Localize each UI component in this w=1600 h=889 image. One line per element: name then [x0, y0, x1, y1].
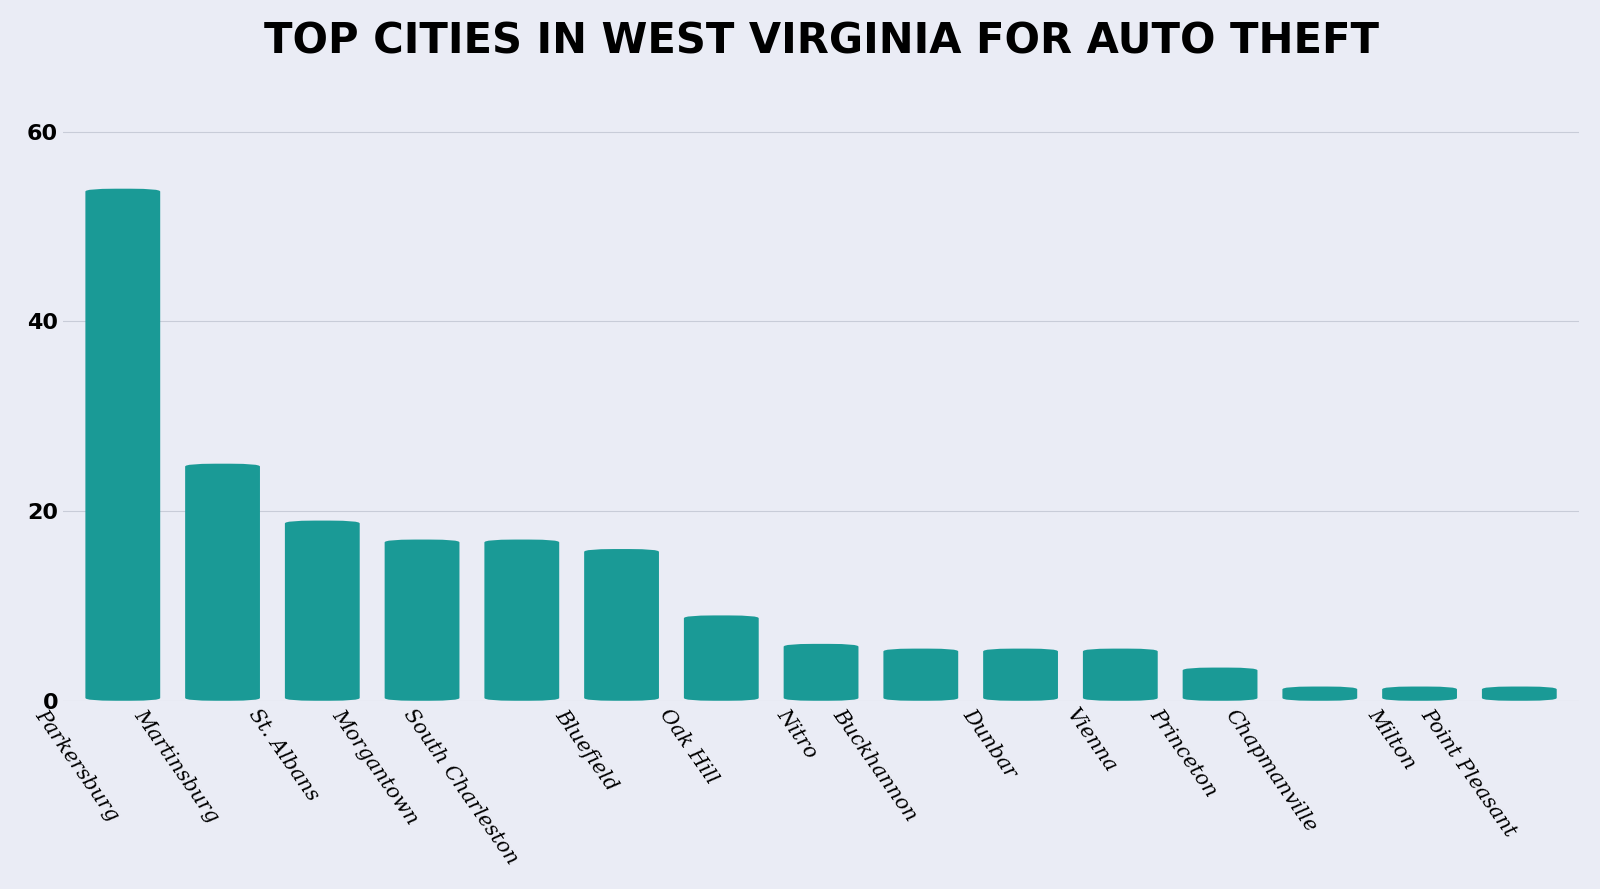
FancyBboxPatch shape: [485, 540, 560, 701]
FancyBboxPatch shape: [683, 615, 758, 701]
FancyBboxPatch shape: [784, 644, 859, 701]
FancyBboxPatch shape: [1382, 686, 1458, 701]
FancyBboxPatch shape: [1283, 686, 1357, 701]
FancyBboxPatch shape: [883, 649, 958, 701]
FancyBboxPatch shape: [982, 649, 1058, 701]
FancyBboxPatch shape: [285, 521, 360, 701]
Title: TOP CITIES IN WEST VIRGINIA FOR AUTO THEFT: TOP CITIES IN WEST VIRGINIA FOR AUTO THE…: [264, 20, 1379, 63]
FancyBboxPatch shape: [85, 188, 160, 701]
FancyBboxPatch shape: [384, 540, 459, 701]
FancyBboxPatch shape: [1083, 649, 1158, 701]
FancyBboxPatch shape: [186, 464, 259, 701]
FancyBboxPatch shape: [1482, 686, 1557, 701]
FancyBboxPatch shape: [584, 549, 659, 701]
FancyBboxPatch shape: [1182, 668, 1258, 701]
